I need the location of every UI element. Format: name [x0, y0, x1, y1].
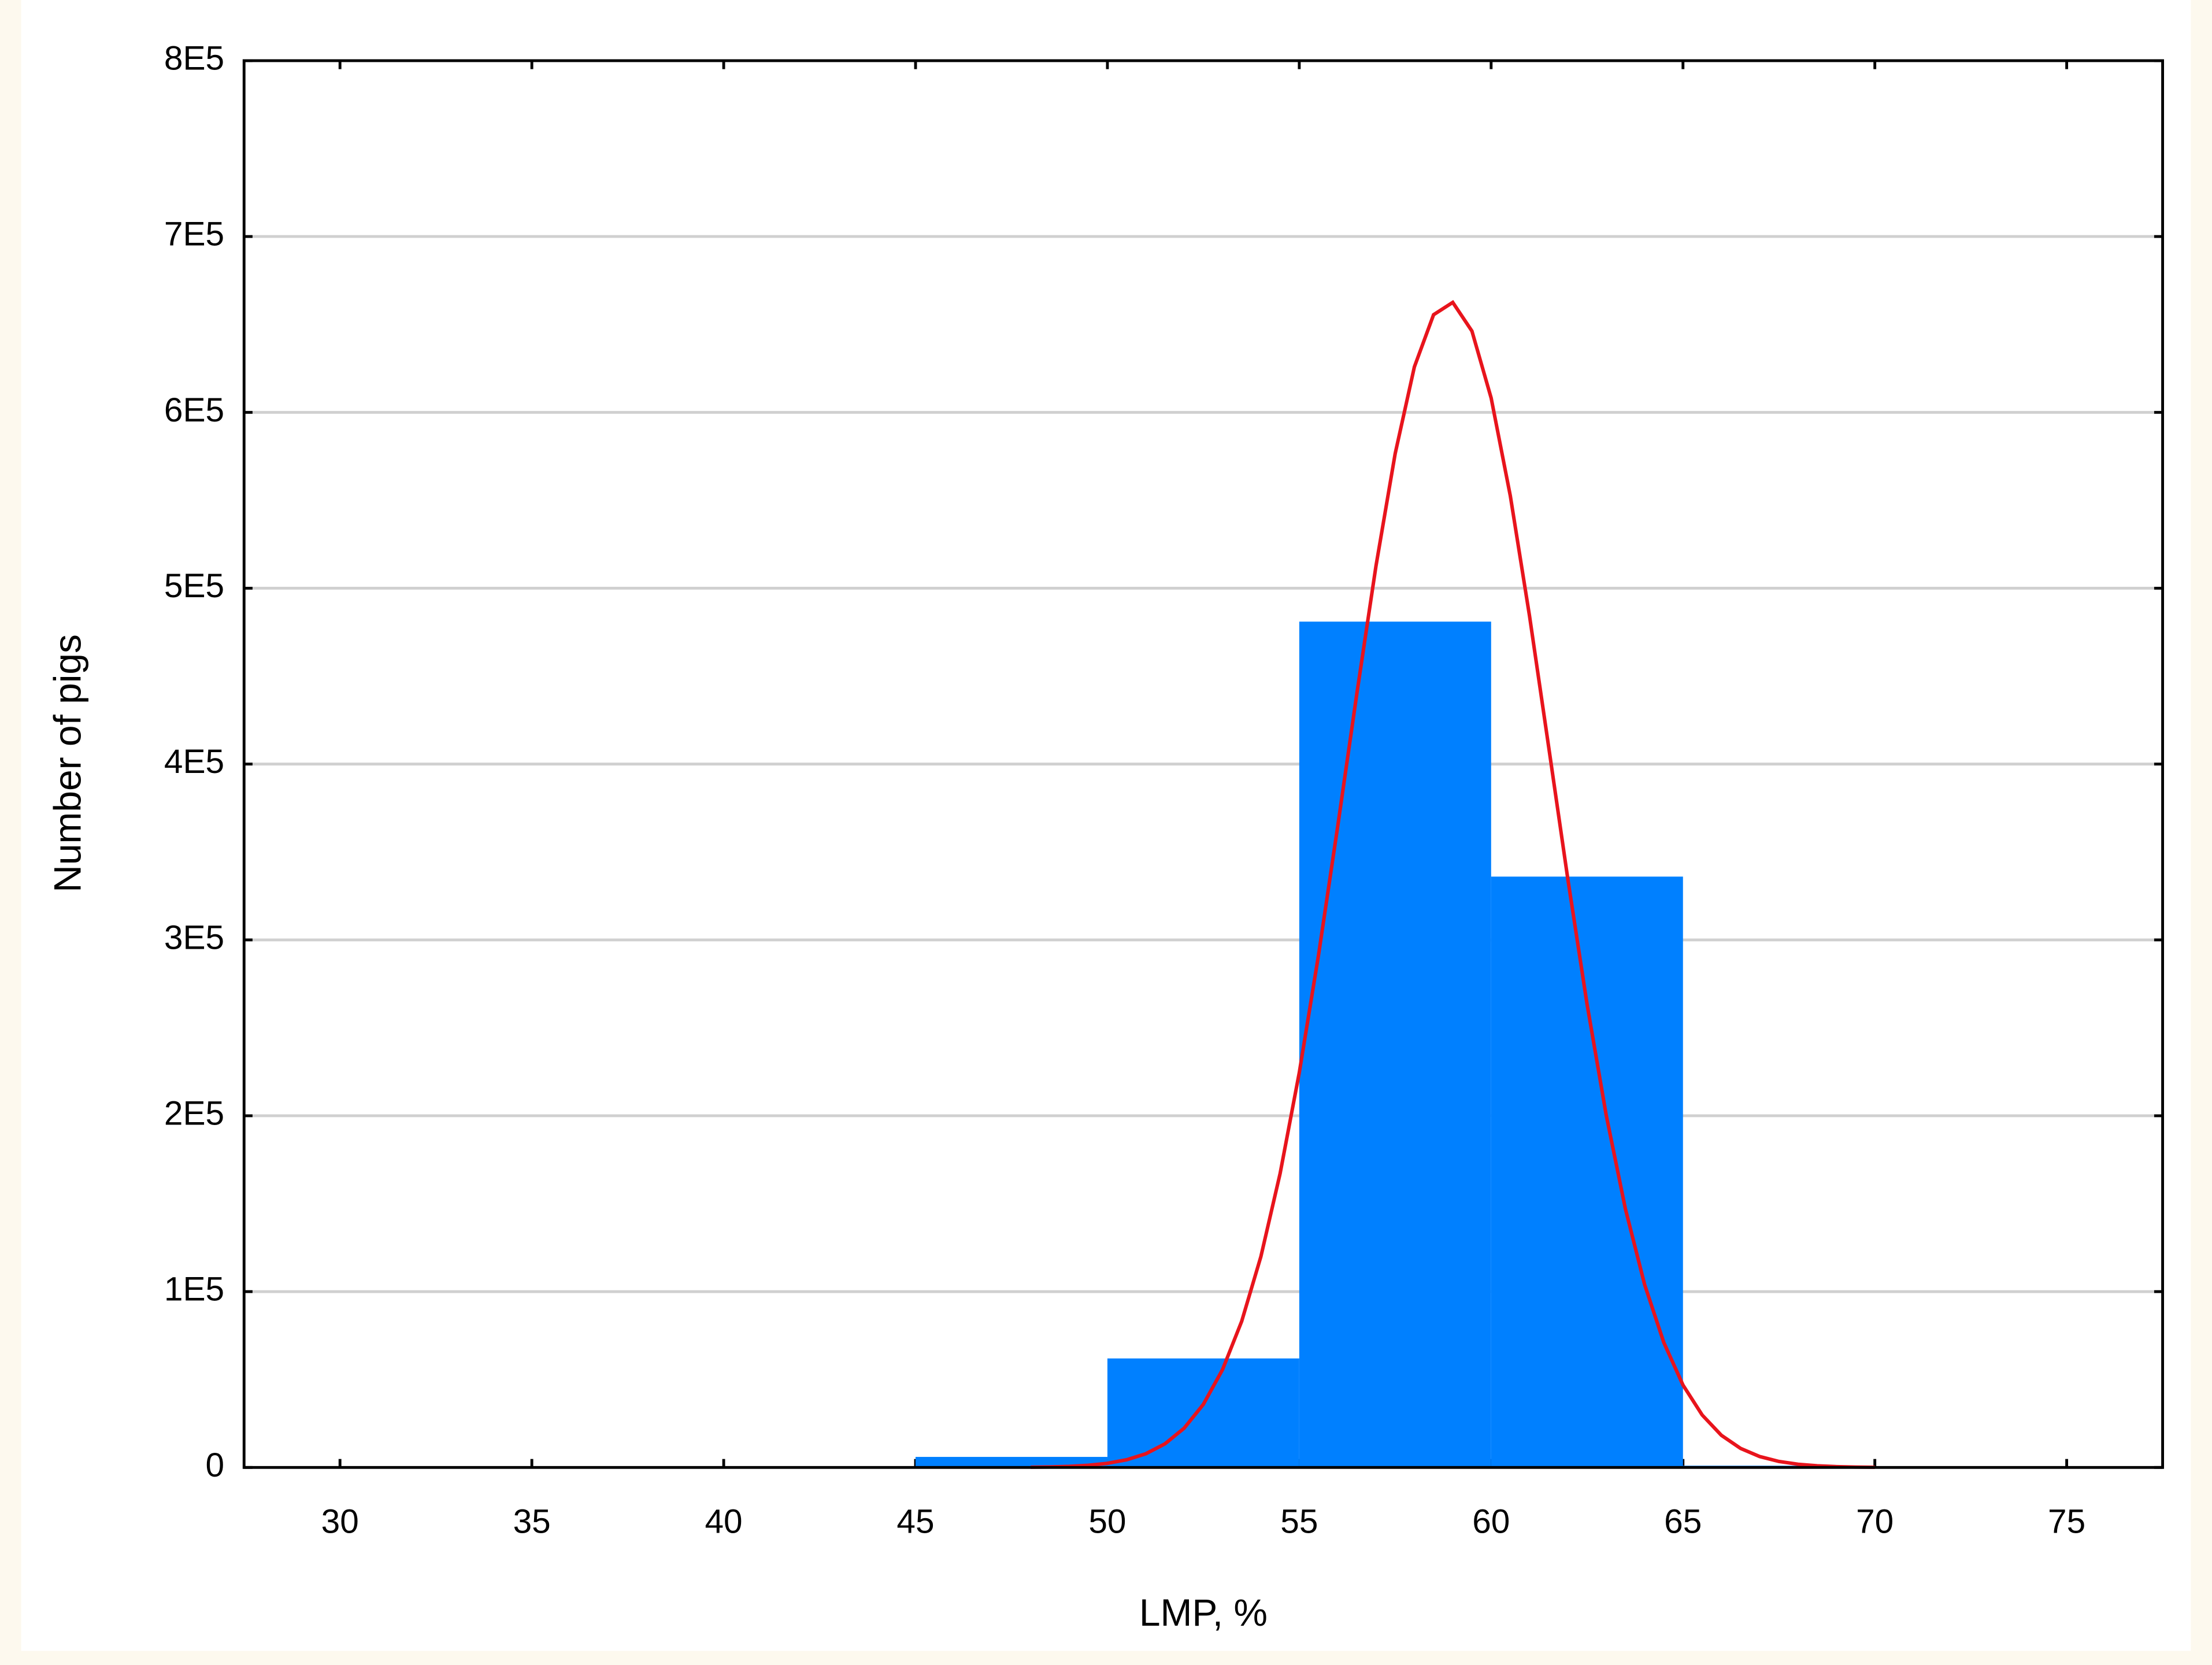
- histogram-bar: [1107, 1358, 1299, 1468]
- x-tick-label: 40: [705, 1503, 743, 1540]
- x-tick-label: 50: [1088, 1503, 1126, 1540]
- y-tick-label: 5E5: [164, 567, 224, 605]
- y-tick-label: 1E5: [164, 1271, 224, 1308]
- histogram-bar: [1299, 621, 1491, 1468]
- x-tick-label: 35: [513, 1503, 551, 1540]
- y-tick-label: 3E5: [164, 919, 224, 956]
- x-tick-label: 70: [1856, 1503, 1894, 1540]
- x-tick-label: 65: [1664, 1503, 1702, 1540]
- y-tick-label: 8E5: [164, 39, 224, 77]
- plot-frame: [242, 59, 2165, 1469]
- y-axis-label: Number of pigs: [46, 634, 88, 893]
- histogram-bar: [916, 1457, 1107, 1468]
- y-tick-label: 7E5: [164, 216, 224, 253]
- fit-curve: [1031, 299, 1875, 1470]
- y-tick-label: 2E5: [164, 1094, 224, 1132]
- x-tick-label: 60: [1472, 1503, 1510, 1540]
- x-tick-label: 30: [321, 1503, 359, 1540]
- x-tick-label: 55: [1280, 1503, 1318, 1540]
- x-axis-label: LMP, %: [1139, 1591, 1268, 1634]
- y-tick-label: 4E5: [164, 743, 224, 780]
- chart-background: [21, 0, 2191, 1651]
- y-tick-label: 6E5: [164, 391, 224, 429]
- histogram-bar: [1491, 876, 1683, 1468]
- x-tick-label: 45: [896, 1503, 934, 1540]
- x-tick-label: 75: [2048, 1503, 2085, 1540]
- y-tick-label: 0: [205, 1446, 224, 1484]
